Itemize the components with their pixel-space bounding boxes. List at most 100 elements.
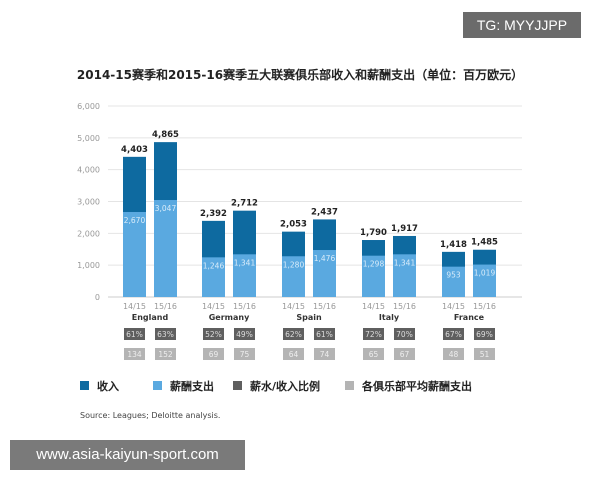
- avg-wage-box: [283, 348, 304, 360]
- wages-label: 1,341: [234, 258, 256, 267]
- ratio-box: [363, 328, 384, 340]
- wages-label: 1,019: [474, 269, 496, 278]
- season-label: 15/16: [313, 302, 336, 311]
- wages-bar: [154, 200, 177, 297]
- ratio-label: 72%: [365, 330, 382, 339]
- avg-wage-box: [124, 348, 145, 360]
- ratio-label: 52%: [205, 330, 222, 339]
- legend-label: 收入: [97, 379, 119, 393]
- wages-bar: [362, 255, 385, 297]
- wages-label: 1,476: [314, 254, 336, 263]
- country-label: France: [454, 313, 485, 322]
- legend-label: 薪水/收入比例: [250, 379, 320, 393]
- y-tick-label: 6,000: [77, 102, 100, 111]
- wages-bar: [473, 264, 496, 297]
- ratio-box: [155, 328, 176, 340]
- avg-wage-label: 65: [369, 350, 379, 359]
- season-label: 14/15: [202, 302, 225, 311]
- legend-swatch: [233, 381, 242, 390]
- legend-swatch: [80, 381, 89, 390]
- avg-wage-box: [363, 348, 384, 360]
- revenue-label: 1,418: [440, 240, 467, 250]
- wages-bar: [123, 212, 146, 297]
- y-tick-label: 2,000: [77, 229, 100, 238]
- wages-label: 2,670: [124, 216, 146, 225]
- revenue-label: 1,485: [471, 238, 498, 248]
- country-label: Italy: [379, 313, 400, 322]
- country-label: England: [132, 313, 169, 322]
- y-tick-label: 1,000: [77, 261, 100, 270]
- legend-label: 薪酬支出: [170, 379, 214, 393]
- season-label: 15/16: [393, 302, 416, 311]
- wages-bar: [313, 250, 336, 297]
- y-tick-label: 5,000: [77, 134, 100, 143]
- avg-wage-label: 74: [320, 350, 330, 359]
- source-note: Source: Leagues; Deloitte analysis.: [80, 411, 220, 420]
- wages-bar: [442, 266, 465, 297]
- legend-swatch: [345, 381, 354, 390]
- season-label: 14/15: [123, 302, 146, 311]
- avg-wage-box: [314, 348, 335, 360]
- y-tick-label: 4,000: [77, 166, 100, 175]
- wages-label: 953: [446, 271, 461, 280]
- wages-bar: [233, 254, 256, 297]
- avg-wage-label: 75: [240, 350, 250, 359]
- ratio-label: 67%: [445, 330, 462, 339]
- legend-label: 各俱乐部平均薪酬支出: [361, 379, 472, 393]
- ratio-box: [394, 328, 415, 340]
- avg-wage-box: [443, 348, 464, 360]
- avg-wage-label: 67: [400, 350, 410, 359]
- avg-wage-box: [203, 348, 224, 360]
- legend-swatch: [153, 381, 162, 390]
- ratio-label: 63%: [157, 330, 174, 339]
- revenue-label: 2,437: [311, 207, 338, 217]
- watermark-top: TG: MYYJJPP: [463, 12, 581, 38]
- ratio-label: 62%: [285, 330, 302, 339]
- revenue-label: 4,403: [121, 145, 148, 155]
- season-label: 15/16: [154, 302, 177, 311]
- avg-wage-label: 134: [127, 350, 142, 359]
- avg-wage-label: 51: [480, 350, 490, 359]
- season-label: 14/15: [282, 302, 305, 311]
- season-label: 14/15: [442, 302, 465, 311]
- ratio-box: [234, 328, 255, 340]
- ratio-box: [203, 328, 224, 340]
- y-tick-label: 3,000: [77, 198, 100, 207]
- ratio-label: 61%: [316, 330, 333, 339]
- revenue-label: 1,917: [391, 224, 418, 234]
- avg-wage-box: [155, 348, 176, 360]
- chart-title: 2014-15赛季和2015-16赛季五大联赛俱乐部收入和薪酬支出（单位：百万欧…: [77, 67, 523, 82]
- wages-label: 1,246: [203, 261, 225, 270]
- revenue-label: 2,053: [280, 220, 307, 230]
- season-label: 15/16: [473, 302, 496, 311]
- wages-label: 3,047: [155, 204, 177, 213]
- watermark-bottom: www.asia-kaiyun-sport.com: [10, 440, 245, 470]
- ratio-box: [314, 328, 335, 340]
- avg-wage-label: 48: [449, 350, 459, 359]
- wages-label: 1,280: [283, 260, 305, 269]
- country-label: Germany: [209, 313, 250, 322]
- revenue-label: 1,790: [360, 228, 387, 238]
- country-label: Spain: [296, 313, 322, 322]
- avg-wage-box: [234, 348, 255, 360]
- ratio-label: 69%: [476, 330, 493, 339]
- season-label: 14/15: [362, 302, 385, 311]
- revenue-label: 4,865: [152, 130, 179, 140]
- wages-bar: [393, 254, 416, 297]
- season-label: 15/16: [233, 302, 256, 311]
- avg-wage-box: [394, 348, 415, 360]
- wages-label: 1,341: [394, 258, 416, 267]
- ratio-box: [474, 328, 495, 340]
- wages-bar: [282, 256, 305, 297]
- ratio-label: 49%: [236, 330, 253, 339]
- avg-wage-label: 64: [289, 350, 299, 359]
- avg-wage-label: 152: [158, 350, 173, 359]
- avg-wage-box: [474, 348, 495, 360]
- ratio-box: [283, 328, 304, 340]
- ratio-label: 70%: [396, 330, 413, 339]
- y-tick-label: 0: [95, 293, 100, 302]
- wages-bar: [202, 257, 225, 297]
- ratio-label: 61%: [126, 330, 143, 339]
